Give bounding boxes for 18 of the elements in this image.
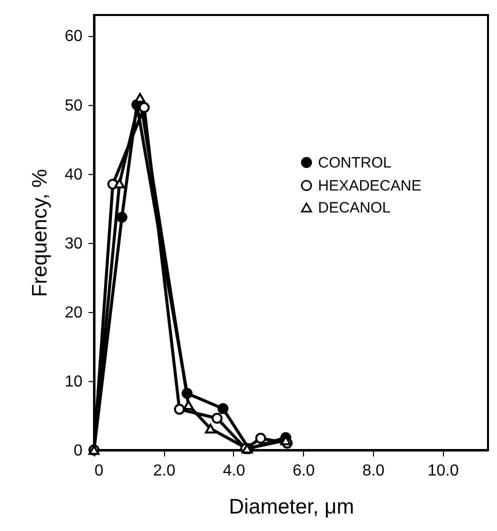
y-tick-label: 60: [64, 28, 83, 46]
x-tick-label: 8.0: [362, 462, 385, 480]
y-tick-label: 40: [64, 166, 83, 184]
y-axis-title: Frequency, %: [28, 169, 52, 297]
y-tick-label: 0: [74, 442, 83, 460]
x-tick-label: 6.0: [292, 462, 315, 480]
x-tick-label: 0: [94, 462, 104, 480]
y-tick-label: 30: [64, 235, 83, 252]
x-tick-label: 4.0: [222, 462, 246, 480]
x-tick-label: 2.0: [153, 462, 176, 480]
legend-label: HEXADECANE: [318, 178, 422, 194]
x-tick-label: 10.0: [428, 462, 459, 480]
legend-label: CONTROL: [318, 154, 392, 172]
legend-label: DECANOL: [318, 200, 391, 216]
y-tick-label: 10: [64, 373, 83, 390]
y-tick-label: 20: [64, 304, 83, 322]
x-axis-title: Diameter, μm: [228, 496, 354, 518]
y-tick-label: 50: [64, 97, 83, 114]
